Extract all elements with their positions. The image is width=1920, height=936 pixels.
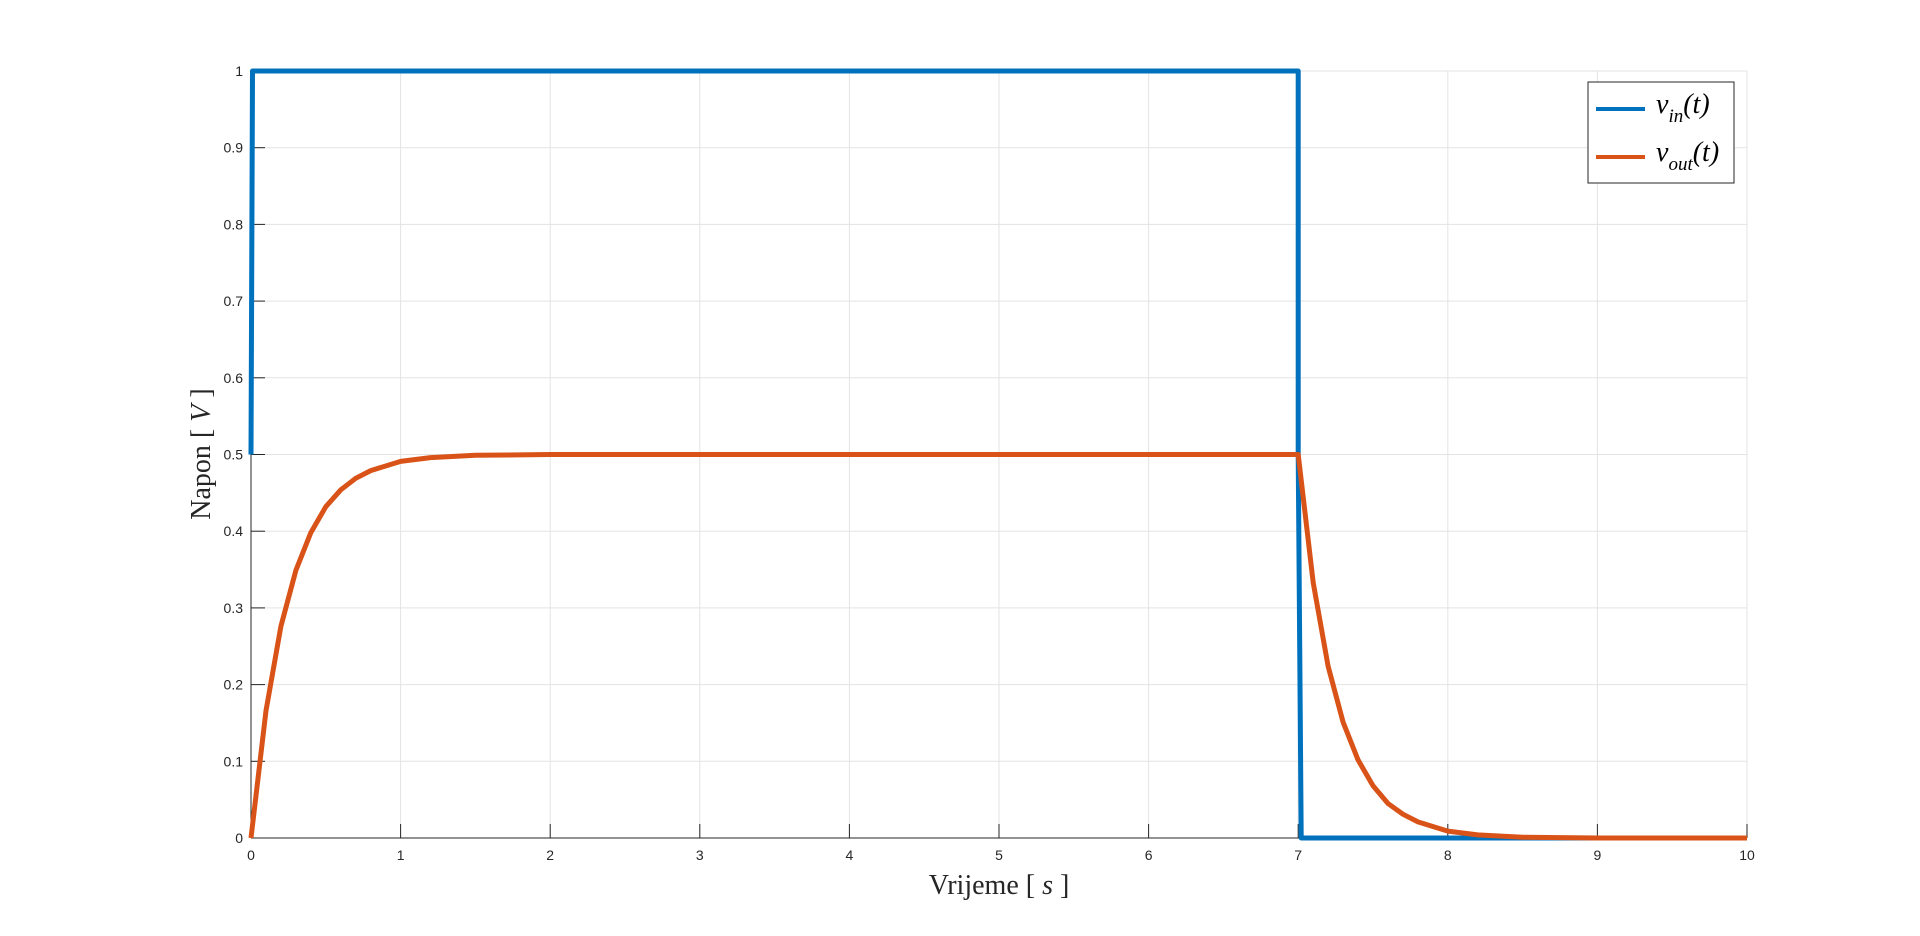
legend-label-v-in: vin(t): [1656, 89, 1710, 127]
y-axis-title-unit: V: [186, 402, 217, 422]
y-axis-title: Napon [ V ]: [186, 388, 217, 519]
x-axis-title: Vrijeme [ s ]: [929, 870, 1070, 901]
x-tick-label: 4: [846, 847, 854, 863]
legend: vin(t) vout(t): [1587, 81, 1735, 184]
y-tick-label: 0: [235, 830, 243, 846]
y-tick-label: 0.2: [224, 677, 244, 693]
series-layer: [248, 68, 1747, 841]
legend-v-out-tail: (t): [1693, 137, 1719, 168]
x-tick-label: 6: [1145, 847, 1153, 863]
legend-label-v-out: vout(t): [1656, 137, 1719, 175]
x-tick-label: 10: [1739, 847, 1755, 863]
y-tick-label: 0.8: [224, 216, 244, 232]
tick-labels: 0 1 2 3 4 5 6 7 8 9 10 0 0.1 0.2 0.3 0.4 0.5 0.6 0.7 0.8 0.9…: [224, 63, 1755, 863]
legend-v-out-sub: out: [1668, 154, 1693, 175]
x-tick-label: 0: [247, 847, 255, 863]
legend-v-in-tail: (t): [1683, 89, 1709, 120]
x-tick-label: 8: [1444, 847, 1452, 863]
x-axis-title-suffix: ]: [1053, 870, 1069, 901]
y-tick-label: 0.5: [224, 447, 244, 463]
y-tick-label: 0.9: [224, 140, 244, 156]
y-tick-label: 0.6: [224, 370, 244, 386]
x-tick-label: 3: [696, 847, 704, 863]
y-axis-title-prefix: Napon [: [186, 422, 217, 520]
x-tick-label: 9: [1594, 847, 1602, 863]
y-tick-label: 0.3: [224, 600, 244, 616]
legend-v-in-sub: in: [1668, 106, 1683, 127]
legend-v-in-base: v: [1656, 89, 1669, 120]
series-line-v-in: [248, 68, 1747, 841]
y-tick-label: 0.7: [224, 293, 244, 309]
x-tick-label: 2: [546, 847, 554, 863]
y-tick-label: 0.4: [224, 523, 244, 539]
legend-box: [1587, 81, 1735, 184]
x-tick-label: 5: [995, 847, 1003, 863]
x-tick-label: 7: [1294, 847, 1302, 863]
legend-v-out-base: v: [1656, 137, 1669, 168]
y-axis-title-suffix: ]: [186, 388, 217, 404]
x-axis-title-prefix: Vrijeme [: [929, 870, 1042, 901]
x-tick-label: 1: [397, 847, 405, 863]
x-axis-title-unit: s: [1042, 870, 1053, 901]
y-tick-label: 0.1: [224, 753, 244, 769]
series-line-v-out: [248, 452, 1747, 841]
y-tick-label: 1: [235, 63, 243, 79]
